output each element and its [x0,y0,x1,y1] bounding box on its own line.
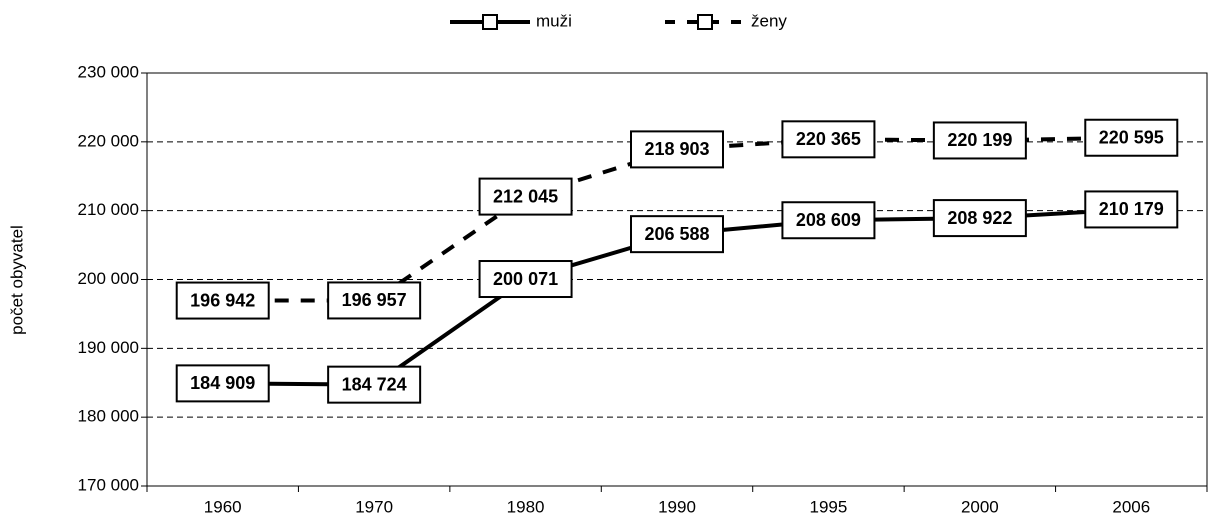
legend-marker [482,14,498,30]
value-label: 196 942 [190,290,255,310]
legend-label: muži [536,11,572,30]
value-label-box [1084,118,1179,157]
x-tick-label: 1960 [204,497,242,516]
value-label-box [781,201,876,240]
x-tick-label: 2006 [1112,497,1150,516]
plot-border [146,72,1208,487]
y-tick-label: 190 000 [78,338,139,357]
value-label-box [327,281,422,320]
value-label-box [478,260,573,299]
legend-marker [697,14,713,30]
value-label: 208 922 [947,208,1012,228]
value-label-box [932,121,1027,160]
value-label-box [175,364,270,403]
value-label: 184 724 [342,374,407,394]
value-label: 218 903 [644,139,709,159]
value-label-box [630,215,724,254]
x-tick-label: 1995 [810,497,848,516]
y-tick-label: 200 000 [78,269,139,288]
x-tick-label: 1970 [355,497,393,516]
value-label-box [327,365,422,404]
legend-label: ženy [751,11,787,30]
value-label: 206 588 [644,224,709,244]
value-label-box [478,177,573,216]
x-tick-label: 1980 [507,497,545,516]
y-axis-label: počet obyvatel [7,225,26,335]
value-label-box [1084,190,1179,229]
value-label: 184 909 [190,373,255,393]
x-tick-label: 2000 [961,497,999,516]
y-tick-label: 220 000 [78,131,139,150]
y-tick-label: 210 000 [78,200,139,219]
value-label: 212 045 [493,186,558,206]
value-label: 210 179 [1099,199,1164,219]
value-label: 208 609 [796,210,861,230]
value-label-box [630,130,724,169]
y-tick-label: 230 000 [78,62,139,81]
value-label: 220 595 [1099,127,1164,147]
x-tick-label: 1990 [658,497,696,516]
value-label-box [781,120,876,159]
value-label: 200 071 [493,269,558,289]
value-label-box [932,199,1027,238]
y-tick-label: 180 000 [78,407,139,426]
value-label: 220 365 [796,129,861,149]
y-tick-label: 170 000 [78,475,139,494]
value-label-box [175,281,270,320]
value-label: 220 199 [947,130,1012,150]
value-label: 196 957 [342,290,407,310]
